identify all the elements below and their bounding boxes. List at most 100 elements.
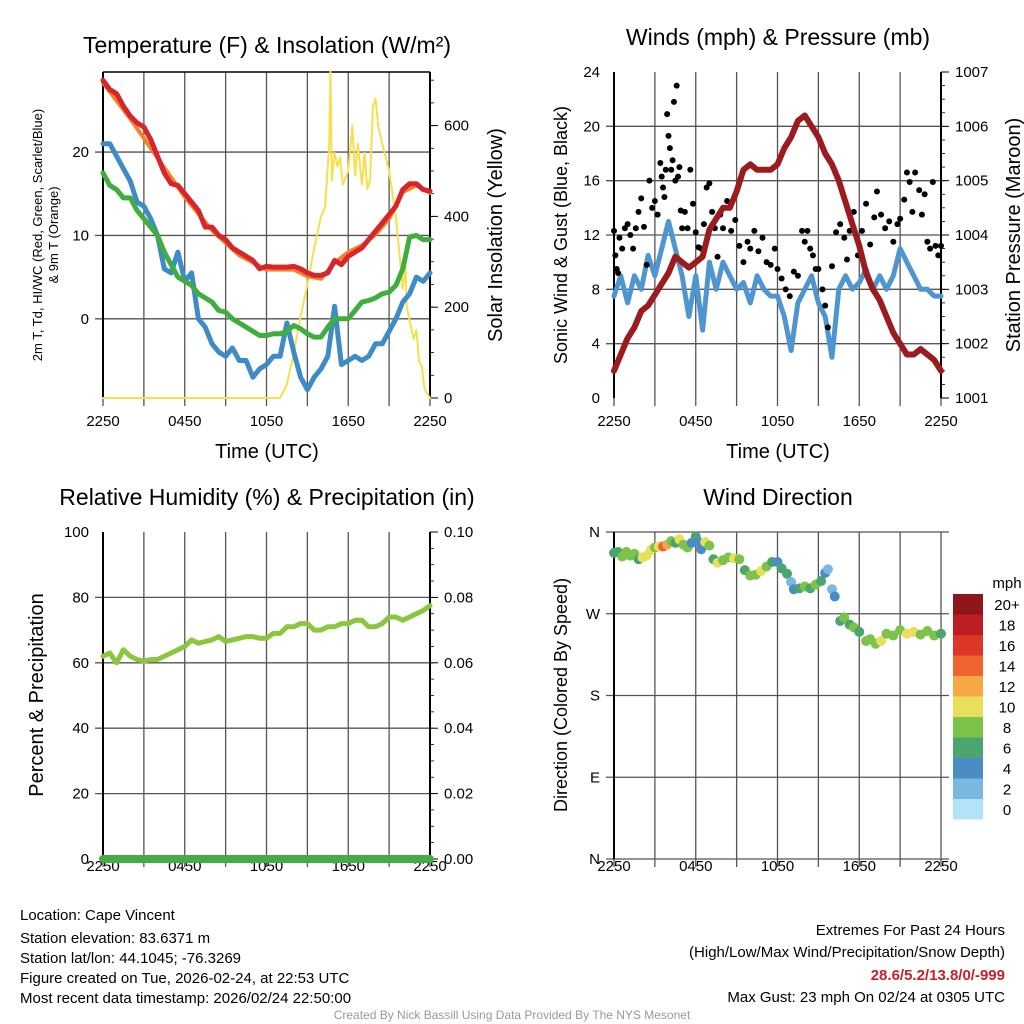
wind-direction-y-tick-label: W [586, 606, 601, 623]
gust-point [767, 261, 774, 268]
temperature-y2-tick-label: 200 [444, 299, 469, 316]
gust-point [676, 164, 683, 171]
wind-direction-x-tick-label: 0450 [679, 858, 712, 875]
speed-legend-title: mph [992, 575, 1021, 592]
gust-point [903, 169, 910, 176]
wind-direction-y-tick-label: E [590, 769, 600, 786]
temperature-chart-title: Temperature (F) & Insolation (W/m²) [83, 32, 451, 58]
humidity-y-tick-label: 20 [72, 786, 89, 803]
gust-point [630, 245, 637, 252]
gust-point [612, 252, 619, 259]
gust-point [638, 195, 645, 202]
gust-point [837, 221, 844, 228]
winds-y-tick-label: 20 [583, 118, 600, 135]
temperature-y2-tick-label: 400 [444, 208, 469, 225]
gust-point [774, 265, 781, 272]
winds-y-tick-label: 16 [583, 173, 600, 190]
humidity-y2-tick-label: 0.00 [444, 851, 473, 868]
gust-point [804, 227, 811, 234]
gust-point [778, 275, 785, 282]
gust-point [714, 253, 721, 260]
gust-point [867, 241, 874, 248]
gust-point [924, 238, 931, 245]
wind-direction-point [816, 576, 827, 587]
gust-point [901, 196, 908, 203]
gust-point [894, 221, 901, 228]
gust-point [740, 259, 747, 266]
gust-point [909, 208, 916, 215]
temperature-x-tick-label: 0450 [168, 413, 201, 430]
gust-point [700, 221, 707, 228]
gust-point [654, 211, 661, 218]
gust-point [666, 145, 673, 152]
gust-point [809, 252, 816, 259]
wind-direction-x-tick-label: 2250 [924, 858, 957, 875]
temperature-y-label: 2m T, Td, HI/WC (Red, Green, Scarlet/Blu… [30, 109, 45, 361]
gust-point [706, 180, 713, 187]
elevation-text: Station elevation: 83.6371 m [20, 930, 210, 947]
temperature-x-tick-label: 2250 [86, 413, 119, 430]
speed-legend-label: 20+ [994, 597, 1020, 614]
gust-point [664, 111, 671, 118]
wind-direction-point [734, 554, 745, 565]
humidity-y2-tick-label: 0.08 [444, 589, 473, 606]
wind-direction-point [704, 540, 715, 551]
wind-direction-point [782, 568, 793, 579]
gust-point [932, 242, 939, 249]
gust-point [929, 179, 936, 186]
humidity-y-tick-label: 0 [81, 851, 89, 868]
gust-point [794, 272, 801, 279]
temperature-y-label-line2: & 9m T (Orange) [46, 186, 61, 283]
speed-legend-label: 8 [1003, 720, 1011, 737]
relative-humidity-line [100, 603, 433, 666]
speed-legend-swatch [953, 717, 983, 738]
gust-point [646, 177, 653, 184]
wind-direction-x-tick-label: 2250 [597, 858, 630, 875]
speed-legend-swatch [953, 778, 983, 799]
gust-point [873, 188, 880, 195]
temperature-x-tick-label: 2250 [413, 413, 446, 430]
winds-y2-tick-label: 1004 [955, 227, 988, 244]
winds-y-tick-label: 4 [592, 336, 600, 353]
wind-direction-point [876, 636, 887, 646]
latlon-text: Station lat/lon: 44.1045; -76.3269 [20, 950, 241, 967]
gust-point [675, 173, 682, 180]
winds-y-tick-label: 8 [592, 281, 600, 298]
gust-point [720, 225, 726, 232]
speed-legend-label: 6 [1003, 741, 1011, 758]
humidity-plot-area: 0204060801000.000.020.040.060.080.102250… [64, 524, 473, 875]
humidity-y-tick-label: 80 [72, 589, 89, 606]
speed-legend-label: 14 [999, 659, 1016, 676]
winds-y2-tick-label: 1002 [955, 336, 988, 353]
gust-point [790, 268, 797, 275]
gust-point [918, 211, 925, 218]
humidity-y2-tick-label: 0.02 [444, 786, 473, 803]
winds-x-tick-label: 2250 [924, 413, 957, 430]
speed-legend-swatch [953, 696, 983, 717]
temperature-y-tick-label: 0 [81, 311, 89, 328]
gust-point [657, 160, 664, 167]
gust-point [661, 193, 668, 200]
gust-point [643, 261, 650, 268]
gust-point [916, 187, 923, 194]
gust-point [611, 227, 617, 234]
wind-direction-y-tick-label: N [589, 851, 600, 868]
gust-point [632, 225, 639, 232]
gust-point [690, 200, 697, 207]
gust-point [732, 217, 739, 224]
humidity-y2-tick-label: 0.06 [444, 655, 473, 672]
speed-legend-label: 16 [999, 638, 1016, 655]
speed-legend-label: 4 [1003, 761, 1011, 778]
gust-point [744, 238, 751, 245]
humidity-y-tick-label: 40 [72, 720, 89, 737]
gust-point [882, 225, 889, 232]
gust-point [858, 227, 865, 234]
gust-point [673, 82, 680, 89]
gust-point [736, 242, 743, 249]
winds-y2-tick-label: 1006 [955, 118, 988, 135]
solar-insolation-line [102, 70, 431, 399]
gust-point [824, 324, 831, 331]
